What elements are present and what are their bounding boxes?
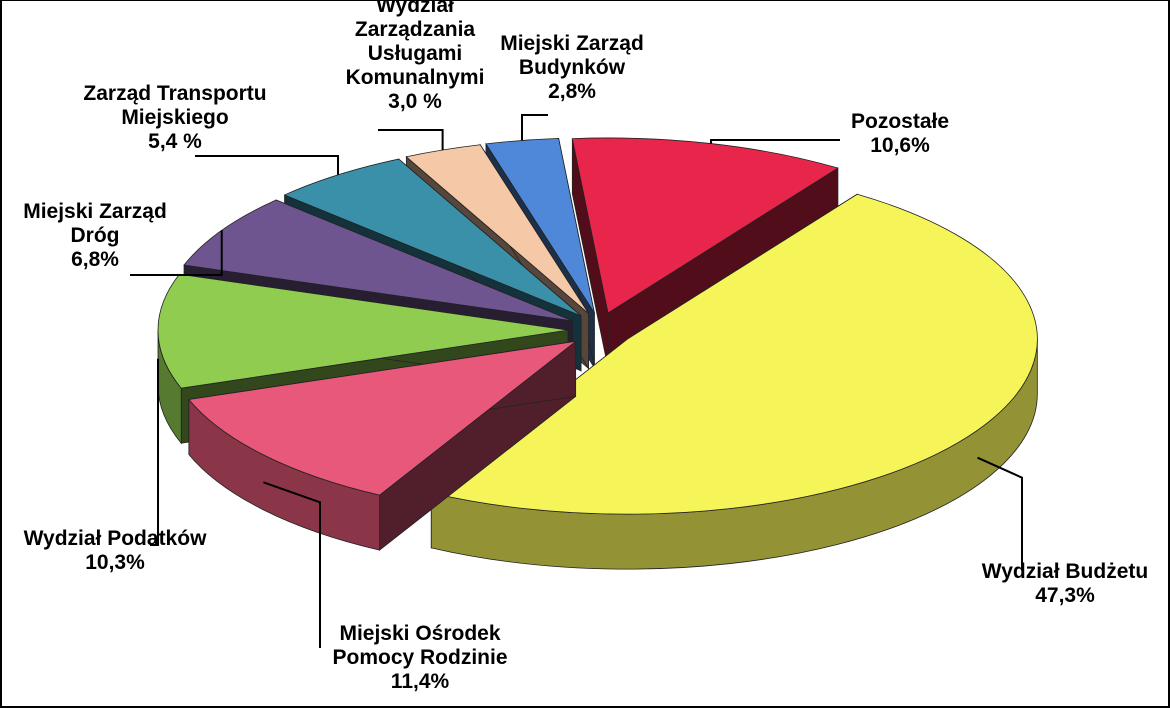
leader-line <box>710 139 840 144</box>
category-label: Miejski Zarząd Budynków <box>500 32 644 79</box>
label-line: Zarząd Transportu <box>83 82 266 105</box>
value-label: 5,4 % <box>148 130 202 153</box>
label-line: Miejski Ośrodek <box>339 622 500 645</box>
label-line: Wydział <box>376 0 454 17</box>
slice-top <box>157 273 569 389</box>
slice-top <box>485 137 595 313</box>
value-label: 10,6% <box>870 134 930 157</box>
category-label: Wydział Budżetu <box>982 560 1148 583</box>
label-line: Miejski Zarząd <box>500 32 644 55</box>
category-label: Miejski Zarząd Dróg <box>23 200 167 247</box>
slice-top <box>571 137 839 314</box>
label-line: Komunalnymi <box>346 66 485 89</box>
value-label: 3,0 % <box>388 90 442 113</box>
value-label: 6,8% <box>71 248 119 271</box>
label-line: Miejski Zarząd <box>23 200 167 223</box>
label-line: Miejskiego <box>121 106 228 129</box>
label-line: Pozostałe <box>851 110 949 133</box>
leader-line <box>977 456 1023 568</box>
leader-line <box>150 358 160 546</box>
leader-line <box>378 129 444 151</box>
value-label: 47,3% <box>1035 584 1095 607</box>
slice <box>430 193 1038 570</box>
leader-line <box>130 230 223 276</box>
value-label: 2,8% <box>548 80 596 103</box>
value-label: 11,4% <box>391 670 450 693</box>
slice-top <box>430 193 1038 515</box>
slice <box>188 340 578 551</box>
category-label: Wydział Podatków <box>24 527 207 550</box>
label-line: Pomocy Rodzinie <box>332 646 507 669</box>
label-line: Dróg <box>71 224 120 247</box>
label-line: Wydział Budżetu <box>982 560 1148 583</box>
slice-top <box>283 158 582 317</box>
value-label: 10,3% <box>85 551 145 574</box>
category-label: Miejski Ośrodek Pomocy Rodzinie <box>332 622 507 669</box>
leader-line <box>263 481 321 648</box>
slice-top <box>188 340 578 496</box>
label-line: Usługami <box>368 42 463 65</box>
label-line: Zarządzania <box>355 18 476 41</box>
category-label: Wydział Zarządzania Usługami Komunalnymi <box>346 0 485 89</box>
category-label: Pozostałe <box>851 110 949 133</box>
leader-line <box>195 155 340 175</box>
leader-line <box>521 114 548 141</box>
label-line: Budynków <box>519 56 626 79</box>
label-line: Wydział Podatków <box>24 527 207 550</box>
category-label: Zarząd Transportu Miejskiego <box>83 82 266 129</box>
slice-top <box>405 144 589 314</box>
